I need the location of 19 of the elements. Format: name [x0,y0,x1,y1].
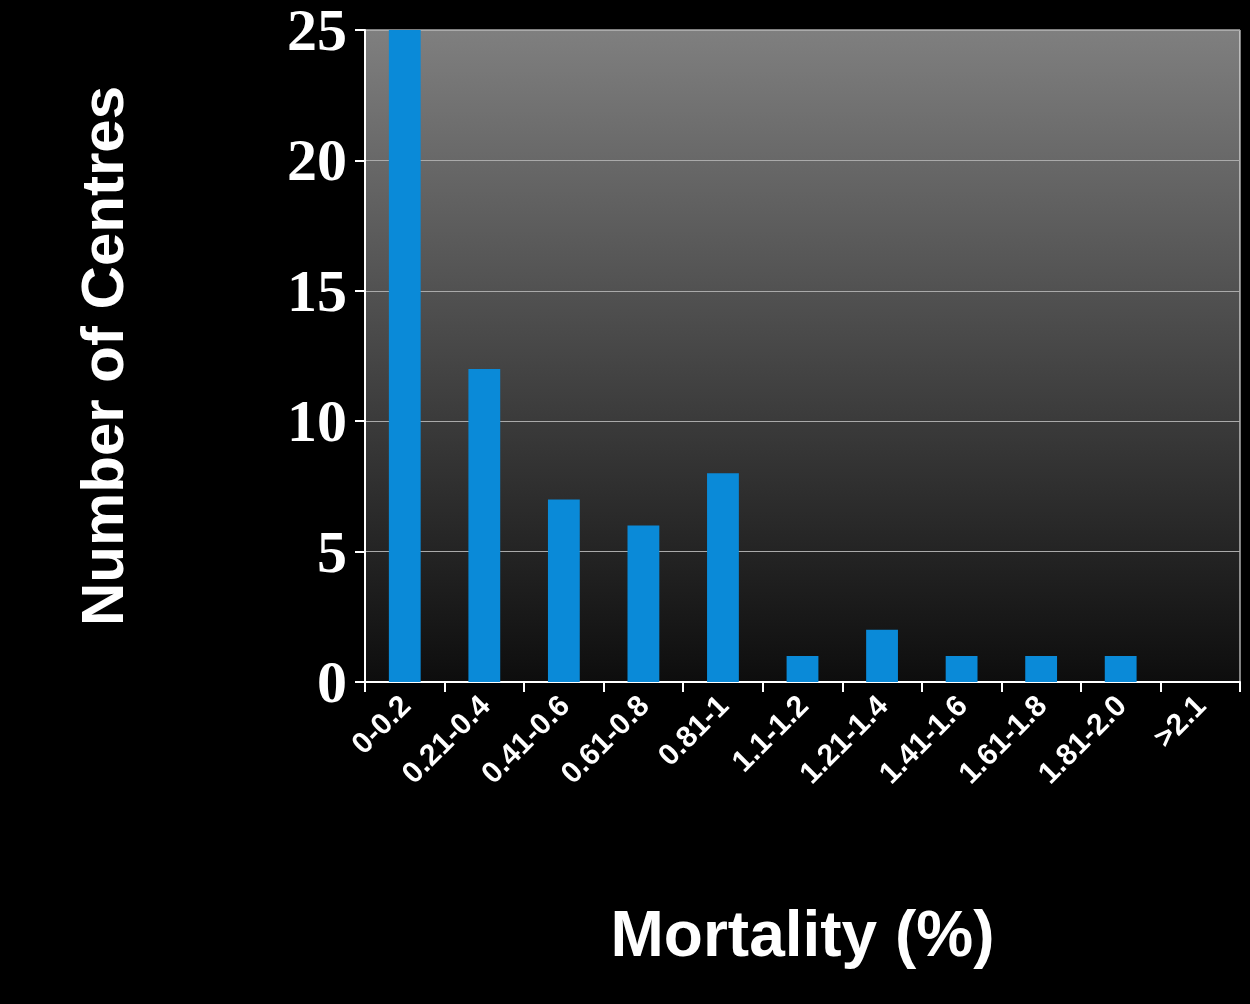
bar [786,655,819,682]
y-tick-label: 15 [287,257,347,324]
y-tick-label: 20 [287,127,347,194]
y-tick-label: 25 [287,0,347,63]
bar [1104,655,1137,682]
y-axis-title: Number of Centres [68,85,136,627]
y-tick-label: 0 [317,649,347,715]
bar [1025,655,1058,682]
x-tick-label: >2.1 [1146,688,1212,754]
bar [707,473,739,682]
x-axis-title: Mortality (%) [610,898,995,970]
bar [627,525,660,682]
bar [945,655,978,682]
y-tick-label: 10 [287,388,347,455]
bar [547,499,580,682]
y-tick-label: 5 [317,518,347,585]
bar [866,629,898,682]
bar [388,30,421,682]
bar [468,369,501,682]
